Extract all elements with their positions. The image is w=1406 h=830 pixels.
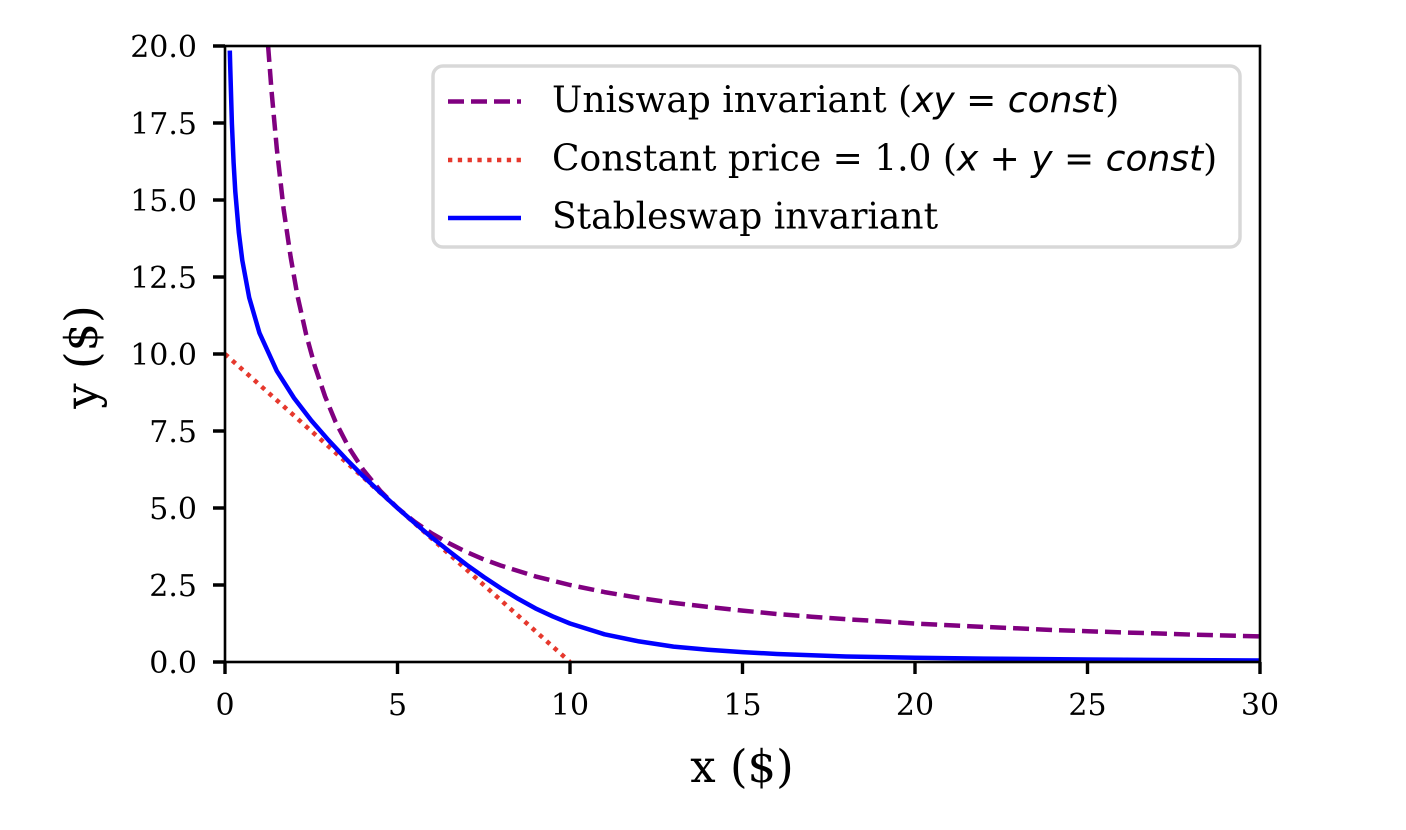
legend-label-text: ) xyxy=(1105,80,1119,121)
x-tick-label: 0 xyxy=(215,688,234,723)
legend-label-text: Constant price = 1.0 ( xyxy=(552,139,957,180)
stableswap-curve xyxy=(227,50,1260,662)
legend-label-math: x + y = const xyxy=(956,139,1205,180)
x-tick-label: 5 xyxy=(388,688,407,723)
y-axis-label: y ($) xyxy=(55,305,108,409)
legend-label-constant-price: Constant price = 1.0 (x + y = const) xyxy=(552,139,1217,180)
legend-label-text: ) xyxy=(1203,139,1217,180)
x-axis-label: x ($) xyxy=(690,740,793,793)
legend-label-stableswap: Stableswap invariant xyxy=(552,197,939,238)
uniswap-curve xyxy=(265,46,1260,639)
plot-area xyxy=(225,46,1260,662)
legend-label-text: Uniswap invariant ( xyxy=(552,80,912,121)
y-tick-labels: 0.0 2.5 5.0 7.5 10.0 12.5 15.0 17.5 20.0 xyxy=(130,30,197,681)
legend: Uniswap invariant (xy = const) Constant … xyxy=(431,64,1242,249)
x-axis-ticks xyxy=(223,662,1262,674)
legend-box xyxy=(431,64,1242,249)
y-tick-label: 7.5 xyxy=(149,415,197,450)
legend-label-text: Stableswap invariant xyxy=(552,197,939,238)
y-tick-label: 0.0 xyxy=(149,646,197,681)
constant-price-line xyxy=(225,352,572,662)
y-tick-label: 12.5 xyxy=(130,261,197,296)
legend-label-uniswap: Uniswap invariant (xy = const) xyxy=(552,80,1119,121)
y-axis-ticks xyxy=(213,44,225,664)
y-tick-label: 10.0 xyxy=(130,338,197,373)
y-tick-label: 20.0 xyxy=(130,30,197,65)
y-tick-label: 5.0 xyxy=(149,492,197,527)
x-tick-label: 30 xyxy=(1241,688,1279,723)
x-tick-label: 25 xyxy=(1068,688,1106,723)
x-tick-labels: 0 5 10 15 20 25 30 xyxy=(215,688,1279,723)
x-tick-label: 15 xyxy=(723,688,761,723)
legend-label-math: xy = const xyxy=(911,80,1107,121)
y-tick-label: 15.0 xyxy=(130,184,197,219)
y-tick-label: 17.5 xyxy=(130,107,197,142)
x-tick-label: 20 xyxy=(896,688,934,723)
x-tick-label: 10 xyxy=(551,688,589,723)
y-tick-label: 2.5 xyxy=(149,569,197,604)
